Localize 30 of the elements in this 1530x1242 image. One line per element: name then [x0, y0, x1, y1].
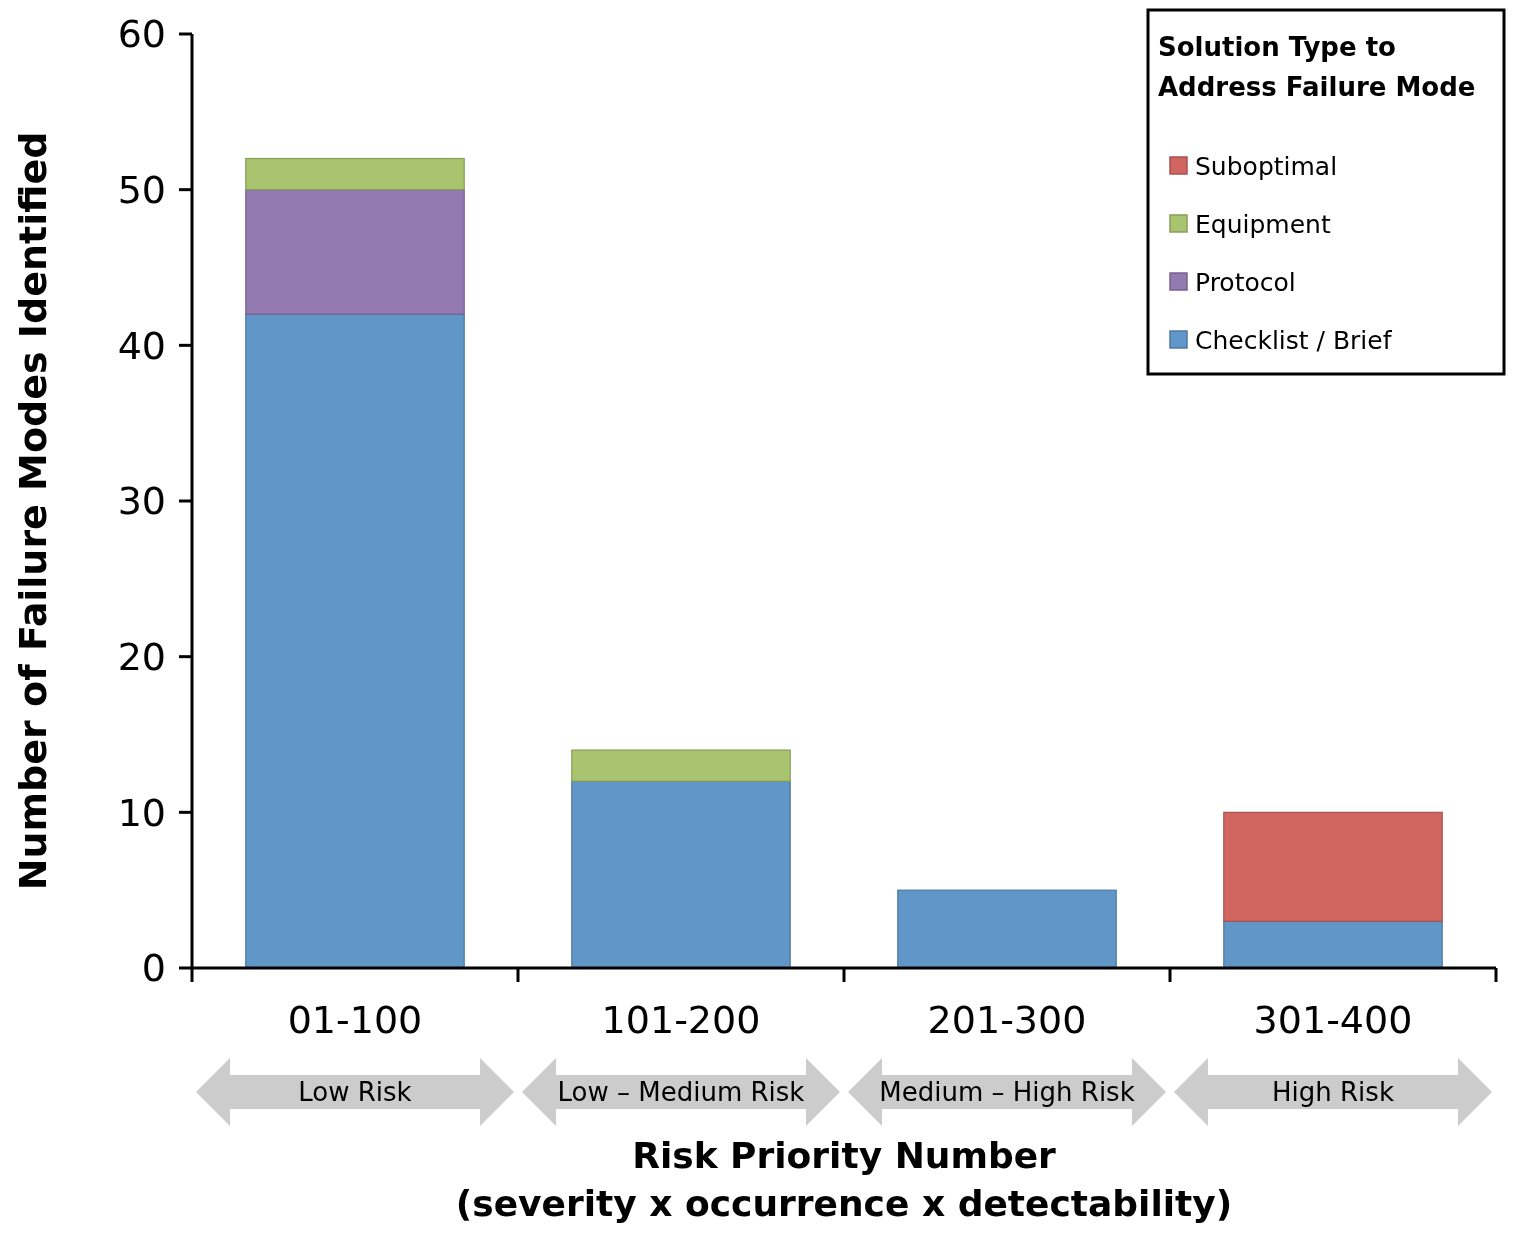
legend-label: Checklist / Brief	[1195, 325, 1393, 355]
x-tick-label: 201-300	[927, 998, 1087, 1042]
x-tick-label: 101-200	[601, 998, 761, 1042]
bar	[571, 780, 791, 969]
y-tick-label: 20	[117, 634, 166, 679]
legend-label: Equipment	[1195, 209, 1331, 239]
text: High Risk	[1272, 1077, 1394, 1108]
y-tick-label: 30	[117, 479, 166, 524]
y-tick-label: 0	[141, 946, 166, 991]
legend-label: Suboptimal	[1195, 151, 1338, 181]
legend-title: Solution Type to Address Failure Mode	[1158, 32, 1476, 102]
text: Low Risk	[298, 1077, 412, 1108]
x-tick-label: 01-100	[287, 998, 423, 1042]
bar	[1223, 920, 1443, 969]
y-tick-label: 40	[117, 323, 166, 368]
y-tick-label: 50	[117, 167, 166, 212]
legend-label: Protocol	[1195, 267, 1296, 297]
bar	[571, 749, 791, 782]
text: Low – Medium Risk	[557, 1077, 805, 1108]
x-axis-title: Risk Priority Number (severity x occurrence x detectability)	[455, 1135, 1233, 1224]
bar	[245, 313, 465, 969]
bar	[245, 189, 465, 315]
y-tick-label: 10	[117, 790, 166, 835]
bar	[1223, 811, 1443, 922]
y-tick-label: 60	[117, 12, 166, 57]
text: Medium – High Risk	[879, 1077, 1135, 1108]
bar	[897, 889, 1117, 969]
y-axis-title: Number of Failure Modes Identified	[11, 131, 55, 891]
x-tick-label: 301-400	[1253, 998, 1413, 1042]
bar	[245, 157, 465, 191]
